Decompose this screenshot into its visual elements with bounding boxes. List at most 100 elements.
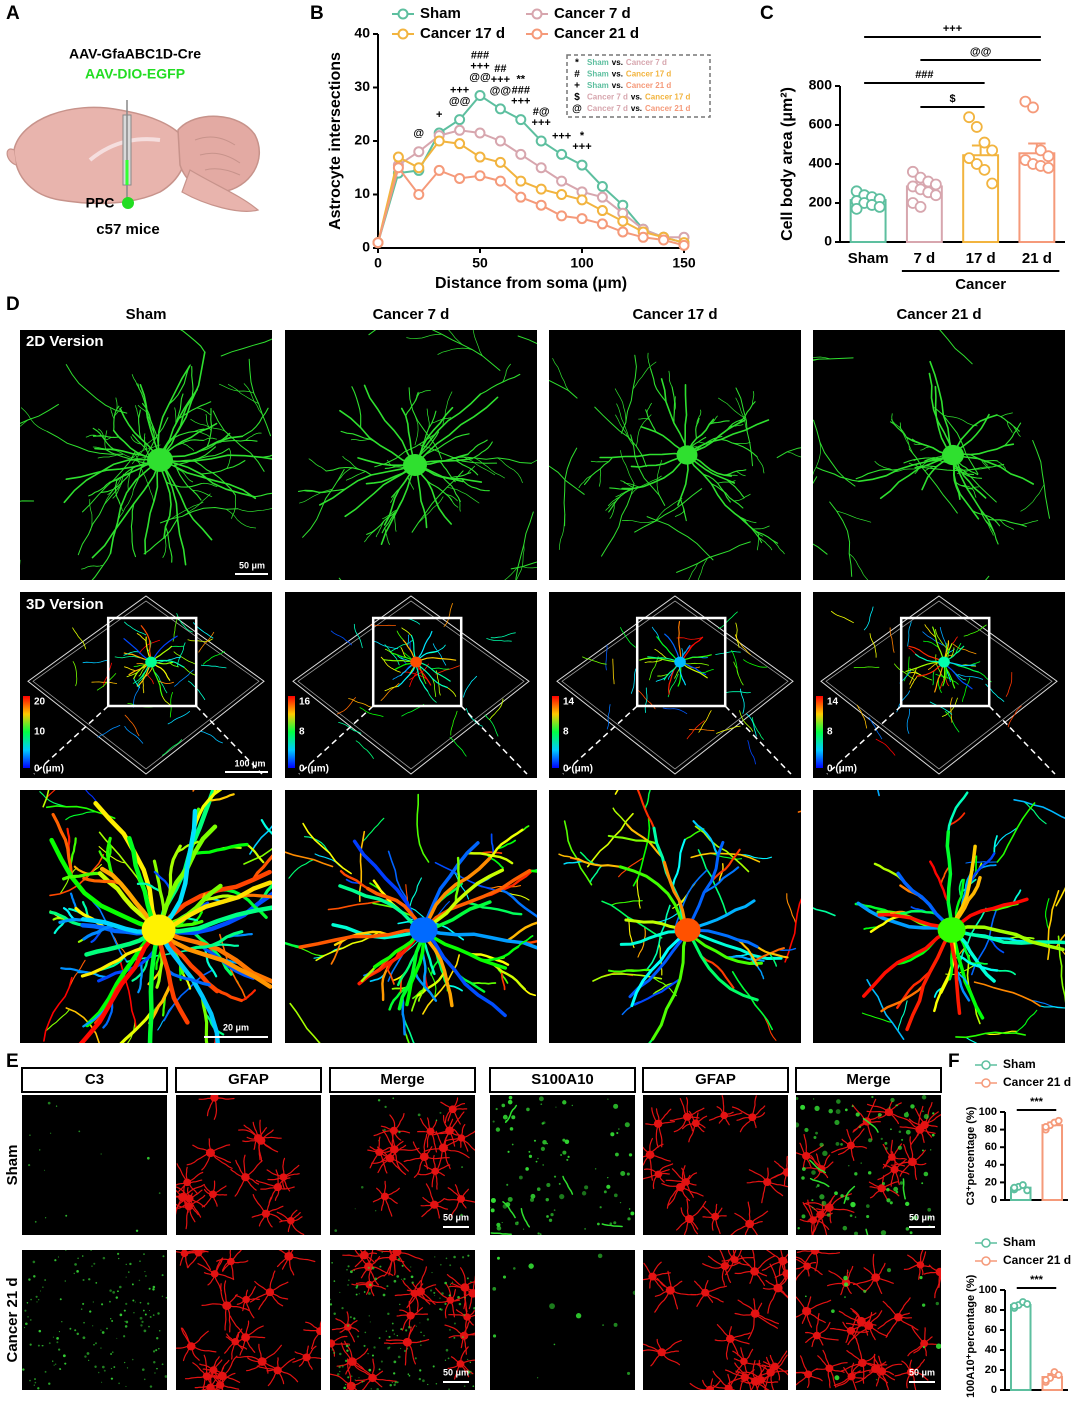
puncta xyxy=(145,1275,147,1277)
cell-body xyxy=(327,1339,335,1347)
puncta xyxy=(93,1344,95,1346)
puncta xyxy=(141,1321,143,1323)
puncta xyxy=(463,1314,465,1316)
puncta xyxy=(813,1136,816,1139)
puncta xyxy=(392,1097,394,1099)
cell-body xyxy=(211,1270,219,1277)
significance-label: @@ xyxy=(490,85,512,97)
data-point xyxy=(394,153,403,162)
puncta xyxy=(905,1202,909,1206)
colorbar-label: 8 xyxy=(827,727,833,738)
puncta xyxy=(369,1284,372,1287)
puncta xyxy=(36,1296,38,1298)
puncta xyxy=(387,1347,390,1350)
colorbar-label: 8 xyxy=(299,727,305,738)
puncta xyxy=(472,1385,474,1387)
puncta xyxy=(886,1198,890,1202)
puncta xyxy=(81,1308,82,1309)
data-point xyxy=(598,193,607,202)
cell-process xyxy=(803,1235,815,1251)
data-point xyxy=(516,115,525,124)
data-point xyxy=(916,202,926,212)
data-point xyxy=(1011,1185,1017,1191)
cell-process xyxy=(710,1390,724,1396)
puncta xyxy=(397,1381,399,1383)
micrograph xyxy=(22,1095,167,1235)
puncta xyxy=(102,1331,105,1334)
puncta xyxy=(82,1303,84,1305)
puncta xyxy=(88,1360,89,1361)
puncta xyxy=(503,1275,506,1278)
data-point xyxy=(987,179,997,189)
puncta xyxy=(140,1317,143,1320)
puncta xyxy=(339,1371,340,1372)
puncta xyxy=(922,1304,925,1307)
data-point xyxy=(476,128,485,137)
puncta xyxy=(135,1301,136,1302)
puncta xyxy=(510,1127,514,1131)
cell-body xyxy=(773,1284,782,1293)
cell-process xyxy=(175,304,177,328)
data-point xyxy=(476,91,485,100)
puncta xyxy=(35,1221,37,1223)
stats-vs: vs. xyxy=(612,58,623,67)
image-background xyxy=(490,1250,635,1390)
legend-label: Cancer 21 d xyxy=(554,25,639,42)
puncta xyxy=(454,1322,456,1324)
cell-body xyxy=(685,1215,694,1223)
cell-body xyxy=(439,1143,448,1152)
row-label: Cancer 21 d xyxy=(4,1277,21,1362)
puncta xyxy=(850,1214,853,1217)
puncta xyxy=(620,1171,625,1176)
puncta xyxy=(87,1352,90,1355)
puncta xyxy=(54,1365,55,1366)
puncta xyxy=(847,1272,848,1273)
data-point xyxy=(476,171,485,180)
puncta xyxy=(439,1112,441,1114)
puncta xyxy=(515,1222,519,1226)
puncta xyxy=(618,1128,620,1130)
puncta xyxy=(399,1304,400,1305)
significance-label: @@ xyxy=(449,96,471,108)
puncta xyxy=(113,1366,115,1368)
cell-body xyxy=(386,1154,394,1162)
puncta xyxy=(464,1385,466,1387)
puncta xyxy=(604,1190,607,1193)
cell-body xyxy=(802,1307,811,1316)
cell-body xyxy=(431,1168,439,1175)
puncta xyxy=(125,1325,128,1328)
cell-body xyxy=(938,917,966,943)
puncta xyxy=(84,1355,86,1357)
puncta xyxy=(827,1213,831,1217)
puncta xyxy=(848,1165,849,1166)
puncta xyxy=(329,1299,331,1301)
y-tick-label: 60 xyxy=(985,1141,997,1153)
puncta xyxy=(836,1142,840,1146)
puncta xyxy=(615,1153,619,1157)
cell-body xyxy=(677,445,698,464)
bar xyxy=(1042,1125,1062,1200)
y-tick-label: 0 xyxy=(991,1194,997,1206)
puncta xyxy=(814,1209,815,1210)
cell-body xyxy=(741,1373,749,1381)
puncta xyxy=(537,1187,541,1191)
puncta xyxy=(629,1153,632,1156)
puncta xyxy=(127,1367,128,1368)
significance-label: +++ xyxy=(511,96,530,108)
puncta xyxy=(369,1315,370,1316)
significance-label: $ xyxy=(949,93,955,105)
puncta xyxy=(331,1262,333,1264)
puncta xyxy=(419,1369,421,1371)
data-point xyxy=(598,219,607,228)
puncta xyxy=(534,1140,536,1142)
cell-body xyxy=(206,1148,215,1157)
puncta xyxy=(392,1323,394,1325)
cell-body xyxy=(908,1158,917,1166)
puncta xyxy=(381,1360,383,1362)
puncta xyxy=(819,1194,824,1199)
cell-body xyxy=(783,1168,792,1176)
puncta xyxy=(143,1310,145,1312)
colorbar-label: 0 (μm) xyxy=(299,764,329,775)
cell-process xyxy=(940,1271,954,1272)
